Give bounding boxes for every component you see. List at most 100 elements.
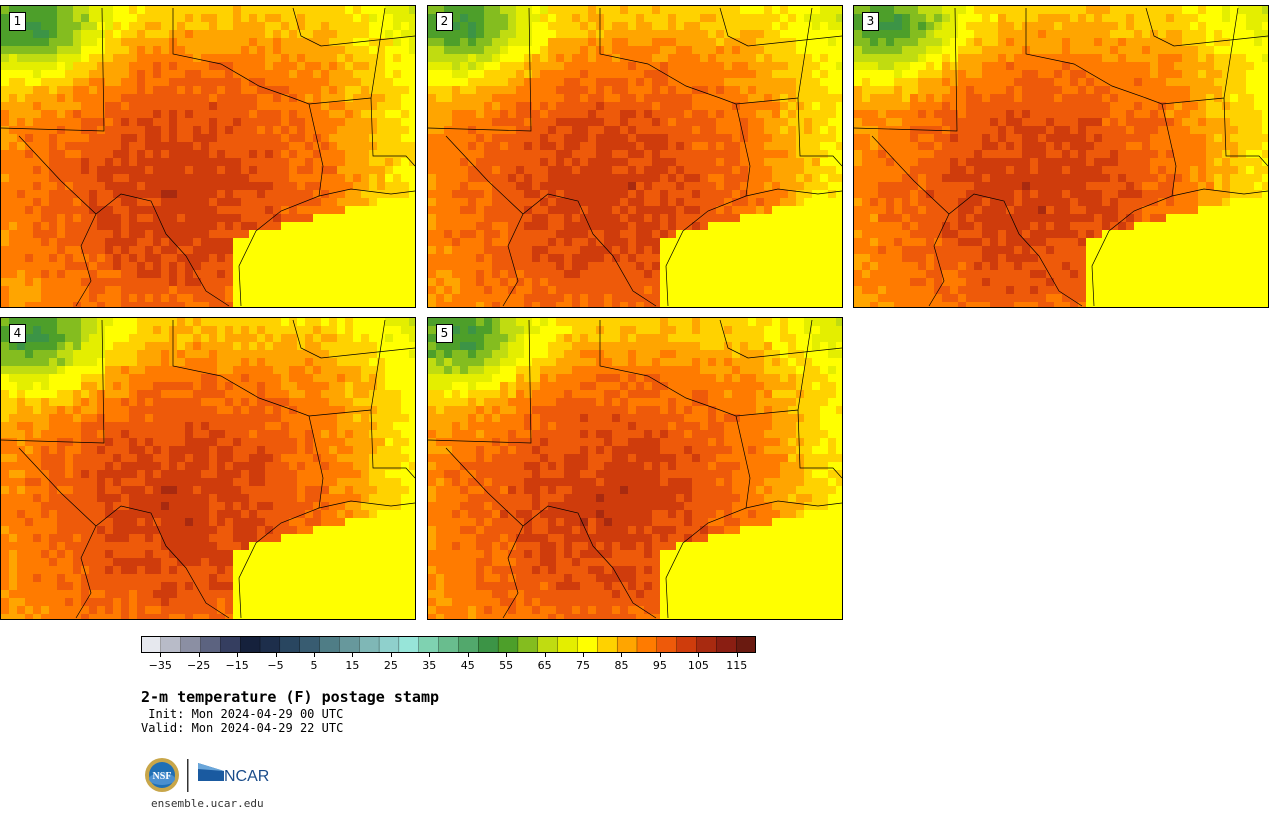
colorbar-tick xyxy=(160,653,162,657)
colorbar-swatch xyxy=(636,636,658,653)
colorbar-tick-label: 65 xyxy=(537,659,552,672)
colorbar-swatch xyxy=(716,636,737,653)
mexico-state-border xyxy=(75,213,97,307)
colorbar-tick-label: 15 xyxy=(345,659,360,672)
colorbar-tick xyxy=(583,653,585,657)
colorbar-swatch xyxy=(577,636,598,653)
colorbar-tick xyxy=(198,653,200,657)
kansas-border xyxy=(292,7,415,47)
panel-number-label: 2 xyxy=(436,12,453,31)
kansas-border xyxy=(719,319,842,359)
ncar-logo: NCAR xyxy=(198,763,269,785)
colorbar-tick-label: 115 xyxy=(726,659,748,672)
rio-grande xyxy=(18,447,230,619)
map-panel-3: 3 xyxy=(853,5,1269,308)
colorbar-tick-label: −15 xyxy=(225,659,249,672)
colorbar-tick-label: 95 xyxy=(652,659,667,672)
gulf-coastline xyxy=(665,188,842,307)
map-panel-4: 4 xyxy=(0,317,416,620)
colorbar-tick-label: 5 xyxy=(310,659,318,672)
colorbar-tick xyxy=(275,653,277,657)
colorbar-swatch xyxy=(378,636,400,653)
rio-grande xyxy=(18,135,230,307)
colorbar-tick-label: 25 xyxy=(383,659,398,672)
colorbar-swatch xyxy=(517,636,539,653)
colorbar-tick-label: 35 xyxy=(422,659,437,672)
panel-number-label: 5 xyxy=(436,324,453,343)
rio-grande xyxy=(445,135,657,307)
colorbar-swatch xyxy=(537,636,559,653)
site-url: ensemble.ucar.edu xyxy=(151,797,264,810)
temperature-map xyxy=(428,318,842,619)
mexico-state-border xyxy=(928,213,950,307)
colorbar-border xyxy=(141,636,756,653)
colorbar-tick xyxy=(352,653,354,657)
gulf-coastline xyxy=(1091,188,1268,307)
gulf-coastline xyxy=(238,500,415,619)
colorbar-swatch xyxy=(279,636,301,653)
new-mexico-border xyxy=(1,7,105,132)
mexico-state-border xyxy=(75,525,97,619)
east-texas-border xyxy=(1161,103,1177,197)
colorbar-tick xyxy=(313,653,315,657)
oklahoma-border xyxy=(1025,7,1239,105)
temperature-map xyxy=(854,6,1268,307)
temperature-map xyxy=(428,6,842,307)
kansas-border xyxy=(292,319,415,359)
colorbar-swatch xyxy=(319,636,340,653)
figure-title: 2-m temperature (F) postage stamp xyxy=(141,688,440,706)
map-panel-2: 2 xyxy=(427,5,843,308)
colorbar-swatch xyxy=(259,636,281,653)
colorbar-swatch xyxy=(299,636,320,653)
colorbar-swatch xyxy=(240,636,261,653)
colorbar-tick-label: −35 xyxy=(148,659,172,672)
colorbar-swatch xyxy=(616,636,638,653)
colorbar-tick xyxy=(237,653,239,657)
panel-number-label: 3 xyxy=(862,12,879,31)
colorbar-swatch xyxy=(478,636,499,653)
colorbar-tick xyxy=(621,653,623,657)
colorbar-tick xyxy=(467,653,469,657)
colorbar-swatch xyxy=(180,636,201,653)
nsf-logo: NSF xyxy=(145,758,179,792)
colorbar-tick-label: 45 xyxy=(460,659,475,672)
gulf-coastline xyxy=(238,188,415,307)
colorbar-swatch xyxy=(220,636,241,653)
colorbar-swatch xyxy=(597,636,618,653)
colorbar-swatch xyxy=(696,636,717,653)
panel-number-label: 1 xyxy=(9,12,26,31)
east-texas-border xyxy=(308,415,324,509)
valid-time: Valid: Mon 2024-04-29 22 UTC xyxy=(141,721,344,735)
oklahoma-border xyxy=(172,319,386,417)
gulf-coastline xyxy=(665,500,842,619)
map-panel-1: 1 xyxy=(0,5,416,308)
colorbar-tick-label: 75 xyxy=(576,659,591,672)
nsf-logo-text: NSF xyxy=(153,771,172,782)
arkansas-louisiana-border xyxy=(1223,97,1268,167)
arkansas-louisiana-border xyxy=(797,97,842,167)
temperature-map xyxy=(1,318,415,619)
colorbar-tick-label: 85 xyxy=(614,659,629,672)
new-mexico-border xyxy=(1,319,105,444)
colorbar-swatch xyxy=(141,636,162,653)
colorbar-swatch xyxy=(736,636,756,653)
kansas-border xyxy=(1145,7,1268,47)
colorbar-swatch xyxy=(676,636,697,653)
colorbar-tick xyxy=(659,653,661,657)
colorbar-tick-label: 55 xyxy=(499,659,514,672)
kansas-border xyxy=(719,7,842,47)
oklahoma-border xyxy=(599,7,813,105)
rio-grande xyxy=(445,447,657,619)
colorbar-ticks: −35 −25 −15 −5 5 15 25 35 45 55 65 75 85 95 105 115 xyxy=(141,653,756,673)
east-texas-border xyxy=(308,103,324,197)
colorbar-tick xyxy=(736,653,738,657)
colorbar-swatch xyxy=(557,636,578,653)
colorbar-tick xyxy=(698,653,700,657)
new-mexico-border xyxy=(428,7,532,132)
mexico-state-border xyxy=(502,213,524,307)
colorbar-swatch xyxy=(200,636,221,653)
nsf-ncar-logos: NSF NCAR xyxy=(145,758,269,792)
east-texas-border xyxy=(735,103,751,197)
colorbar-tick-label: 105 xyxy=(687,659,709,672)
new-mexico-border xyxy=(428,319,532,444)
